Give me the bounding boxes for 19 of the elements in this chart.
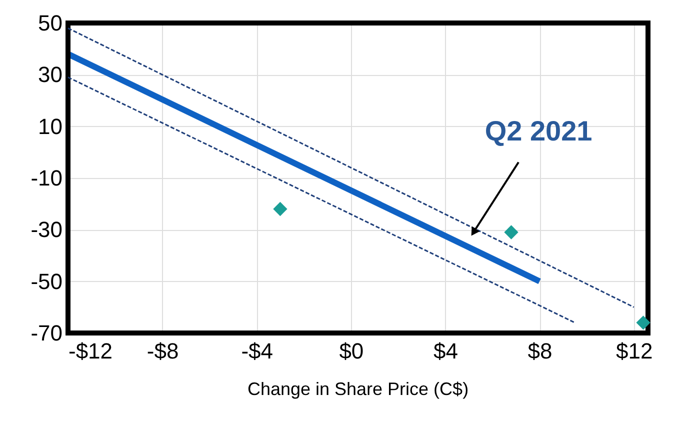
y-tick-label: -70	[30, 320, 62, 346]
y-tick-label: -50	[30, 268, 62, 294]
x-tick-label: $4	[433, 338, 458, 364]
x-axis-title: Change in Share Price (C$)	[247, 379, 469, 399]
x-tick-label: $8	[528, 338, 552, 364]
x-tick-label: -$8	[146, 338, 179, 364]
y-tick-label: -10	[30, 166, 62, 190]
annotation: Q2 2021	[484, 115, 592, 146]
point	[273, 202, 288, 216]
y-tick-label: 50	[38, 10, 62, 36]
x-tick-label: $12	[616, 338, 653, 364]
y-tick-label: -30	[30, 217, 62, 242]
point	[504, 225, 518, 240]
x-tick-label: -$4	[241, 338, 274, 364]
point	[636, 316, 650, 330]
y-tick-label: 30	[38, 62, 62, 88]
y-tick-label: 10	[38, 114, 62, 139]
x-tick-label: -$12	[68, 338, 113, 364]
x-tick-label: $0	[339, 338, 364, 364]
